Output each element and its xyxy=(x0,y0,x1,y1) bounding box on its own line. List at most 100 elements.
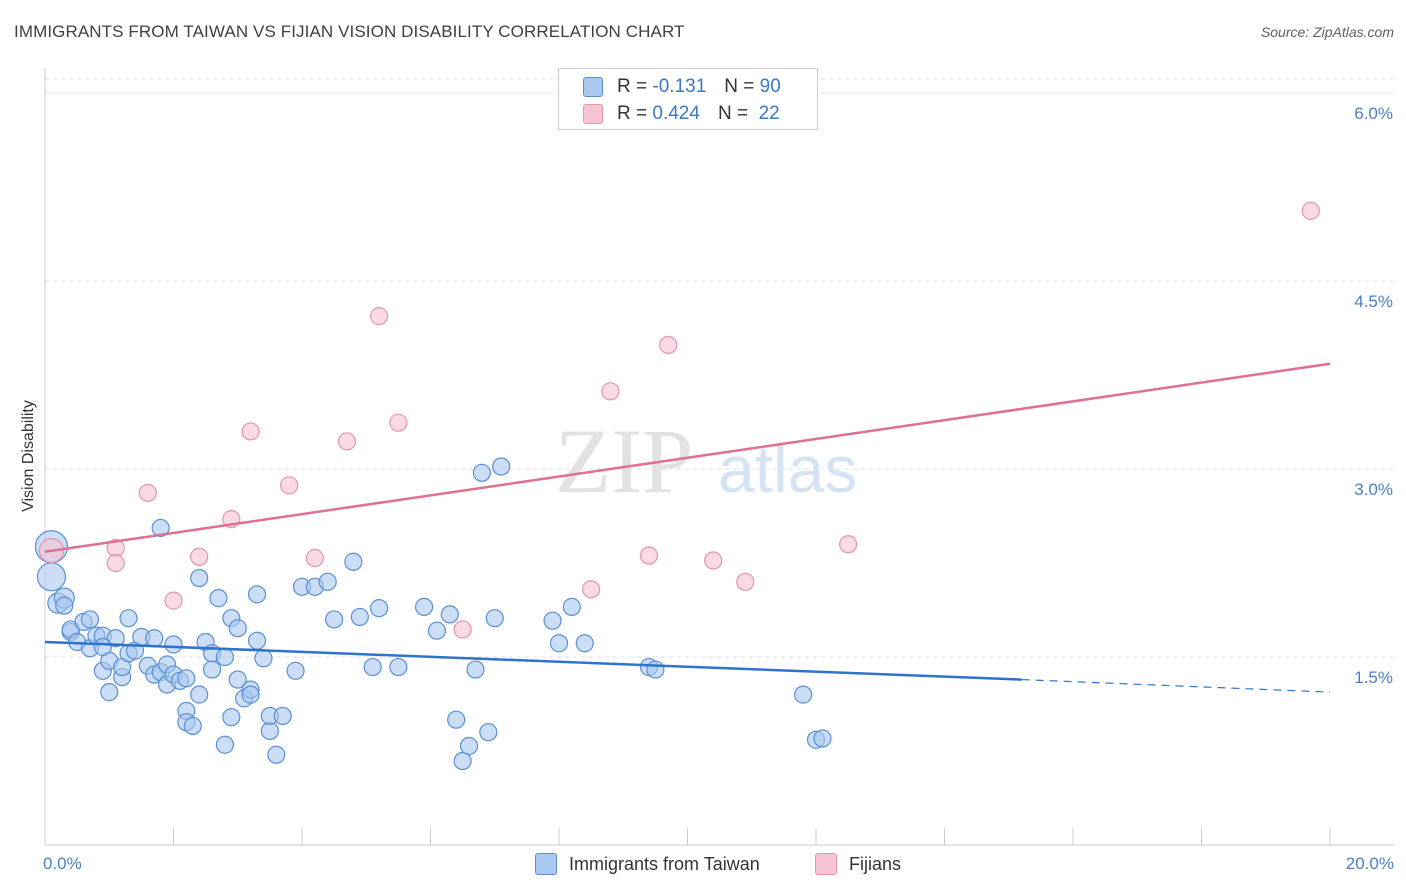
point-taiwan xyxy=(222,708,241,727)
legend-swatch-taiwan xyxy=(583,77,603,97)
point-taiwan xyxy=(190,685,209,704)
point-taiwan xyxy=(363,657,382,677)
point-taiwan xyxy=(492,457,511,476)
trend-line-fijians xyxy=(44,362,1331,553)
y-tick-label: 6.0% xyxy=(1354,104,1393,123)
point-taiwan xyxy=(267,745,286,764)
point-taiwan xyxy=(344,552,363,571)
point-taiwan xyxy=(228,619,247,638)
legend-r-value: -0.131 xyxy=(652,76,707,97)
point-taiwan xyxy=(813,729,832,748)
point-fijians xyxy=(190,547,209,566)
point-taiwan xyxy=(183,716,202,736)
point-taiwan xyxy=(93,637,112,657)
bottom-legend-label-taiwan: Immigrants from Taiwan xyxy=(569,853,760,874)
point-fijians xyxy=(1301,201,1320,220)
x-tick-label-start: 0.0% xyxy=(43,854,82,873)
legend-swatch-fijians xyxy=(583,104,603,124)
data-points xyxy=(34,201,1320,771)
y-axis-title: Vision Disability xyxy=(20,400,37,512)
correlation-legend: R = -0.131 N = 90 R = 0.424 N = 22 xyxy=(558,68,818,130)
legend-row-fijians: R = 0.424 N = 22 xyxy=(583,101,780,127)
point-fijians xyxy=(280,476,299,495)
point-taiwan xyxy=(370,599,389,618)
bottom-legend-label-fijians: Fijians xyxy=(849,853,902,874)
point-taiwan xyxy=(241,685,260,704)
bottom-legend-swatch-taiwan xyxy=(535,853,557,875)
axes xyxy=(44,68,1395,846)
chart-title: IMMIGRANTS FROM TAIWAN VS FIJIAN VISION … xyxy=(14,22,685,41)
point-taiwan xyxy=(209,589,228,608)
y-tick-label: 3.0% xyxy=(1354,480,1393,499)
point-taiwan xyxy=(119,609,138,628)
x-tick-label-end: 20.0% xyxy=(1346,854,1394,873)
point-taiwan xyxy=(190,568,209,588)
point-taiwan xyxy=(549,634,569,653)
point-fijians xyxy=(601,382,620,401)
point-fijians xyxy=(305,548,324,568)
point-fijians xyxy=(389,413,408,432)
legend-r-label: R = xyxy=(617,76,648,97)
point-taiwan xyxy=(106,629,125,648)
point-taiwan xyxy=(80,610,100,629)
point-taiwan xyxy=(215,647,234,667)
point-fijians xyxy=(370,307,389,326)
point-taiwan xyxy=(389,657,408,677)
point-taiwan xyxy=(228,670,247,689)
bottom-legend-taiwan: Immigrants from Taiwan xyxy=(535,851,760,877)
y-tick-label: 4.5% xyxy=(1354,292,1393,311)
point-fijians xyxy=(736,572,755,591)
point-taiwan xyxy=(447,710,466,729)
point-taiwan xyxy=(440,605,459,624)
point-taiwan xyxy=(543,611,562,630)
point-taiwan xyxy=(472,463,491,482)
point-fijians xyxy=(453,620,472,639)
point-fijians xyxy=(106,553,125,573)
point-fijians xyxy=(164,591,183,610)
legend-n-value: 22 xyxy=(758,103,780,124)
gridlines xyxy=(45,78,1395,658)
point-taiwan xyxy=(325,610,344,629)
legend-r-label: R = xyxy=(617,103,648,124)
tick-labels: 1.5% 3.0% 4.5% 6.0% 0.0% 20.0% Vision Disabili… xyxy=(20,104,1394,873)
legend-n-label: N = xyxy=(724,76,755,97)
point-taiwan xyxy=(575,634,594,653)
trend-lines xyxy=(44,362,1331,693)
point-taiwan xyxy=(215,735,234,754)
point-taiwan xyxy=(427,621,447,640)
point-taiwan xyxy=(145,629,164,648)
legend-r-value: 0.424 xyxy=(652,103,700,124)
point-taiwan xyxy=(247,631,267,650)
point-taiwan xyxy=(151,518,170,538)
point-taiwan xyxy=(318,572,337,591)
point-taiwan xyxy=(794,685,813,704)
point-taiwan xyxy=(273,706,292,726)
point-taiwan xyxy=(453,751,472,771)
point-fijians xyxy=(337,432,357,451)
y-tick-label: 1.5% xyxy=(1354,668,1393,687)
point-taiwan xyxy=(55,596,74,615)
legend-n-value: 90 xyxy=(759,76,781,97)
point-taiwan xyxy=(562,597,581,616)
legend-n-label: N = xyxy=(717,103,749,124)
point-fijians xyxy=(659,335,678,355)
watermark: ZIP atlas xyxy=(555,410,857,512)
point-taiwan xyxy=(485,609,504,628)
point-taiwan xyxy=(177,669,196,688)
point-taiwan xyxy=(202,660,222,679)
point-taiwan xyxy=(350,607,369,627)
point-taiwan xyxy=(36,562,67,592)
point-fijians xyxy=(704,551,723,570)
source-credit: Source: ZipAtlas.com xyxy=(1260,24,1394,40)
point-fijians xyxy=(839,535,858,554)
bottom-legend-fijians: Fijians xyxy=(815,851,901,877)
trend-line-taiwan xyxy=(44,640,1022,681)
point-taiwan xyxy=(459,736,479,756)
point-taiwan xyxy=(247,585,267,604)
point-taiwan xyxy=(100,683,119,702)
point-fijians xyxy=(582,580,601,599)
point-fijians xyxy=(639,546,659,565)
point-taiwan xyxy=(414,597,434,616)
point-taiwan xyxy=(479,723,498,742)
